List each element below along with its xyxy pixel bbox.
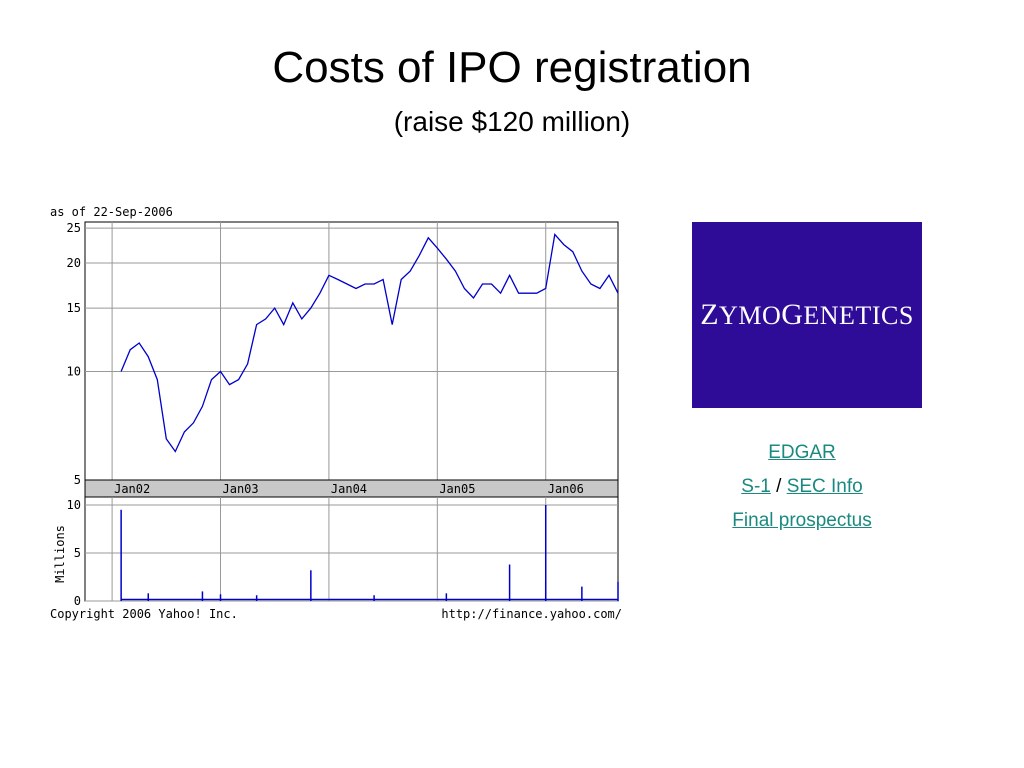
copyright-text: Copyright 2006 Yahoo! Inc.	[50, 607, 238, 621]
xtick-label: Jan03	[223, 482, 259, 496]
volume-ytick-label: 10	[67, 498, 81, 512]
s1-link[interactable]: S-1	[741, 476, 771, 497]
price-ytick-label: 5	[74, 473, 81, 487]
price-plot-frame	[84, 221, 619, 481]
volume-plot-frame	[84, 496, 619, 602]
price-ytick-label: 15	[67, 301, 81, 315]
xtick-label: Jan05	[439, 482, 475, 496]
xtick-label: Jan06	[548, 482, 584, 496]
company-logo: ZYMOGENETICS	[692, 222, 922, 408]
volume-ytick-label: 0	[74, 594, 81, 608]
volume-axis-label: Millions	[53, 525, 67, 583]
price-series-line	[120, 233, 619, 453]
chart-date-annotation: as of 22-Sep-2006	[50, 205, 173, 219]
xtick-label: Jan02	[114, 482, 150, 496]
edgar-link[interactable]: EDGAR	[768, 442, 836, 463]
price-ytick-label: 25	[67, 221, 81, 235]
price-ytick-label: 20	[67, 256, 81, 270]
link-separator: /	[776, 476, 782, 497]
stock-chart: as of 22-Sep-2006 5 10 15 20 25 Jan02 Jan03 Ja…	[50, 205, 622, 621]
sec-info-link[interactable]: SEC Info	[786, 476, 863, 497]
reference-links: EDGAR S-1 / SEC Info Final prospectus	[692, 436, 912, 538]
final-prospectus-link[interactable]: Final prospectus	[732, 510, 872, 531]
price-ytick-label: 10	[67, 365, 81, 379]
slide-title: Costs of IPO registration	[272, 43, 752, 92]
volume-ytick-label: 5	[74, 546, 81, 560]
xtick-label: Jan04	[331, 482, 367, 496]
slide-subtitle: (raise $120 million)	[393, 106, 631, 137]
source-url-text: http://finance.yahoo.com/	[441, 607, 622, 621]
